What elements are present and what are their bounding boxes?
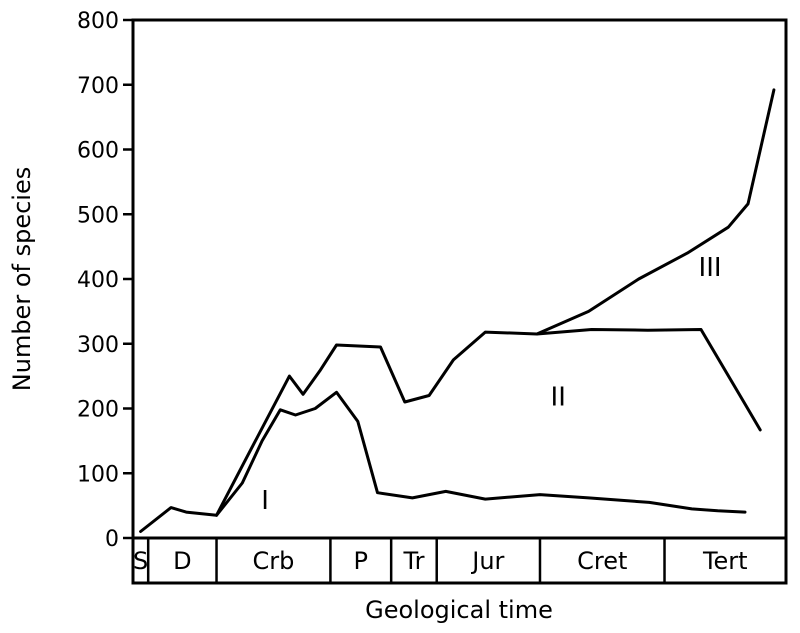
y-axis-title: Number of species (8, 167, 36, 391)
y-tick-label: 700 (77, 74, 119, 99)
y-tick-label: 600 (77, 139, 119, 164)
series-line-3 (535, 88, 776, 336)
y-tick-label: 500 (77, 203, 119, 228)
period-label-cret: Cret (577, 547, 627, 575)
y-tick-label: 800 (77, 9, 119, 34)
y-tick-label: 400 (77, 268, 119, 293)
period-label-p: P (354, 547, 368, 575)
x-axis-title: Geological time (365, 596, 553, 624)
series-line-1 (139, 390, 747, 533)
period-label-d: D (173, 547, 191, 575)
y-tick-label: 0 (105, 527, 119, 552)
period-label-s: S (133, 547, 148, 575)
plot-frame (131, 18, 788, 585)
period-bar: S D Crb P Tr Jur Cret Tert (133, 538, 748, 583)
y-tick-label: 100 (77, 462, 119, 487)
series-lines (139, 88, 776, 533)
series-line-2 (215, 328, 762, 517)
period-label-crb: Crb (253, 547, 295, 575)
period-label-tr: Tr (402, 547, 424, 575)
period-label-tert: Tert (702, 547, 748, 575)
region-label-ii: II (551, 382, 566, 412)
y-tick-label: 300 (77, 333, 119, 358)
period-label-jur: Jur (470, 547, 504, 575)
y-tick-label: 200 (77, 398, 119, 423)
region-label-iii: III (699, 253, 722, 283)
region-label-i: I (261, 486, 269, 516)
y-axis-ticks: 0 100 200 300 400 500 600 700 800 (77, 9, 133, 552)
